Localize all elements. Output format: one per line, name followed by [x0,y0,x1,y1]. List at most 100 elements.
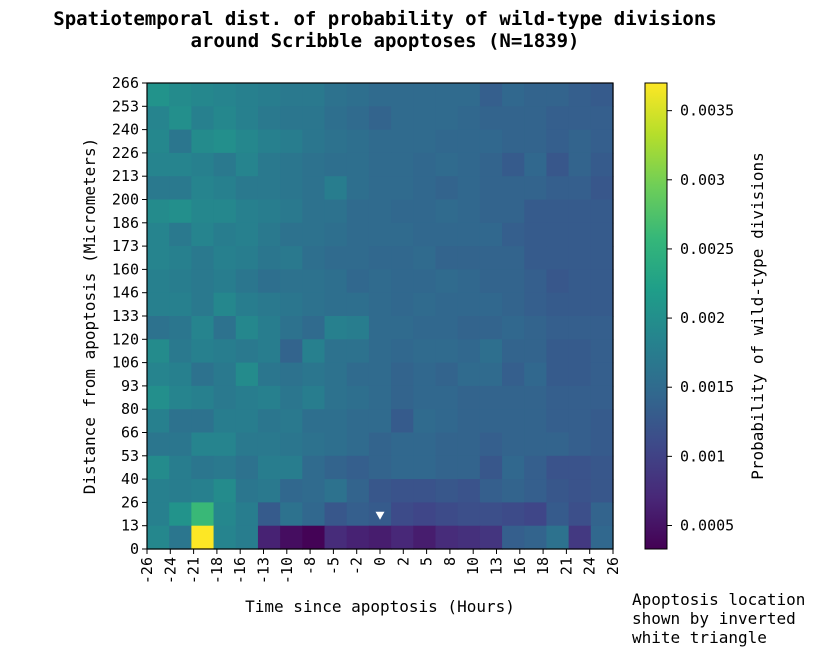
heatmap-cell [368,292,392,317]
heatmap-cell [368,106,392,131]
heatmap-cell [435,176,459,201]
heatmap-cell [590,409,614,434]
y-tick-label: 40 [121,470,139,488]
heatmap-cell [546,339,570,364]
colorbar-tick-label: 0.003 [680,171,725,189]
y-tick-label: 93 [121,377,139,395]
x-axis-ticks: -26 -24 -21 -18 -16 -13 -10 -8 -5 -2 0 2 5 8 10 13 16 18 2… [138,549,622,584]
heatmap-cell [302,269,326,294]
heatmap-cell [391,432,414,457]
heatmap-cell [191,455,215,480]
heatmap-cell [546,316,570,340]
heatmap-cell [435,152,459,177]
heatmap-cell [324,409,348,434]
x-tick-label: 21 [557,557,575,575]
heatmap-cell [191,176,215,201]
heatmap-cell [568,129,592,154]
heatmap-cell [590,479,614,503]
x-tick-label: 10 [464,557,482,575]
heatmap-cell [524,269,548,294]
heatmap-cell [502,152,525,177]
heatmap-cell [147,106,170,131]
heatmap-cell [546,106,570,131]
heatmap-cell [147,269,170,294]
y-tick-label: 146 [112,284,139,302]
x-tick-label: 26 [604,557,622,575]
x-tick-label: 0 [371,557,389,566]
heatmap-cell [435,525,459,550]
heatmap-cell [213,83,237,107]
heatmap-cell [169,152,192,177]
heatmap-cell [546,385,570,410]
y-tick-label: 26 [121,493,139,511]
heatmap-cell [435,479,459,503]
heatmap-cell [368,246,392,270]
heatmap-cell [235,432,259,457]
heatmap-cell [302,222,326,247]
heatmap-cell [413,455,437,480]
heatmap-cell [191,409,215,434]
heatmap-cell [546,432,570,457]
heatmap-cell [435,199,459,224]
heatmap-cell [546,199,570,224]
heatmap-cell [435,106,459,131]
heatmap-cell [435,502,459,527]
heatmap-cell [435,316,459,340]
heatmap-cell [368,199,392,224]
y-tick-label: 160 [112,260,139,278]
heatmap-cell [235,106,259,131]
heatmap-cell [257,502,281,527]
heatmap-cell [257,525,281,550]
heatmap-cell [235,385,259,410]
heatmap-cell [191,525,215,550]
heatmap-cell [546,525,570,550]
heatmap-cell [546,129,570,154]
heatmap-cell [435,432,459,457]
heatmap-cell [324,222,348,247]
heatmap-cell [324,246,348,270]
heatmap-cell [435,246,459,270]
heatmap-cell [191,246,215,270]
heatmap-cell [280,455,303,480]
y-tick-label: 106 [112,354,139,372]
heatmap-cell [368,479,392,503]
heatmap-cell [147,525,170,550]
heatmap-cell [257,479,281,503]
heatmap-cell [568,432,592,457]
colorbar-tick-label: 0.0005 [680,516,734,534]
heatmap-cell [368,525,392,550]
heatmap-cell [502,222,525,247]
heatmap-cell [391,176,414,201]
heatmap-cell [169,502,192,527]
heatmap-cell [457,269,481,294]
heatmap-cell [457,152,481,177]
heatmap-cell [147,385,170,410]
heatmap-cell [546,502,570,527]
heatmap-cell [524,479,548,503]
heatmap-cell [280,269,303,294]
heatmap-cell [213,385,237,410]
colorbar [644,82,668,550]
heatmap-cell [568,316,592,340]
heatmap-cell [147,316,170,340]
x-tick-label: -13 [255,557,273,584]
heatmap-cell [169,362,192,387]
heatmap-cell [502,176,525,201]
heatmap-cell [391,385,414,410]
heatmap-cell [191,316,215,340]
x-tick-label: 16 [511,557,529,575]
heatmap-cell [413,502,437,527]
heatmap-cell [413,479,437,503]
heatmap-cell [235,199,259,224]
heatmap-cell [169,479,192,503]
heatmap-cell [590,385,614,410]
heatmap-cell [524,432,548,457]
heatmap-cell [280,83,303,107]
heatmap-cell [280,385,303,410]
x-tick-label: 5 [418,557,436,566]
heatmap-cell [257,316,281,340]
heatmap-cell [479,129,503,154]
heatmap-cell [502,525,525,550]
heatmap-cell [502,455,525,480]
heatmap-cell [213,362,237,387]
